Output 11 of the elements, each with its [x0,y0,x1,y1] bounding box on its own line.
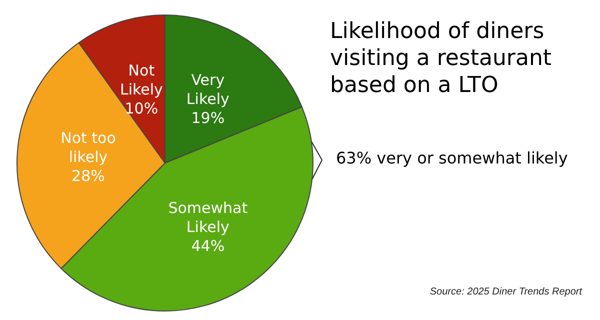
text: 63% very or somewhat likely [336,148,568,168]
data-label: 44% [191,236,225,255]
data-label: 28% [72,167,105,186]
data-label: 10% [124,100,158,118]
text: Likelihood of diners visiting a restaurant based on a LTO [330,19,559,98]
source-note: Source: 2025 Diner Trends Report [430,286,584,298]
slice-label: Very Likely [186,71,230,108]
slice-label: Not Likely [120,62,164,99]
data-label: 19% [191,109,225,128]
slice-label: Not too likely [60,129,116,166]
slice-label: Somewhat Likely [168,198,248,236]
